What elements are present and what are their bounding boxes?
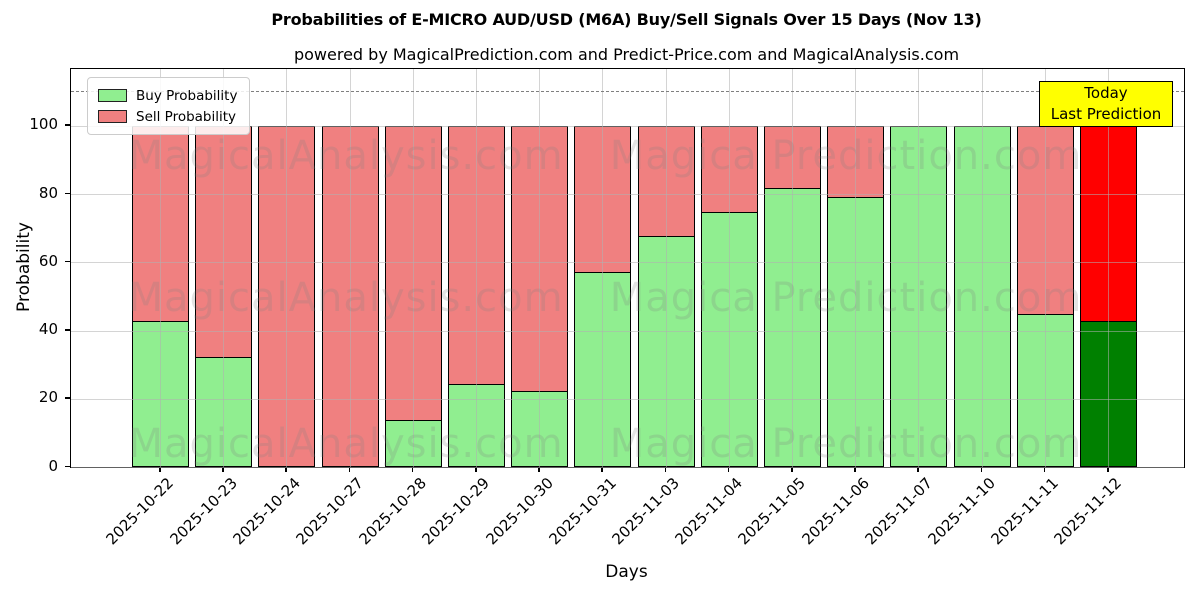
legend: Buy Probability Sell Probability: [87, 77, 251, 135]
bar-group: [258, 125, 316, 467]
gridline-y-0: [71, 467, 1184, 468]
bar-group: [1016, 125, 1074, 467]
y-tick-label: 20: [38, 388, 58, 407]
bar-segment-sell: [195, 125, 253, 358]
x-tick-label: 2025-11-12: [1050, 474, 1126, 549]
today-annotation: Today Last Prediction: [1039, 81, 1173, 127]
y-tick-label: 40: [38, 320, 58, 339]
today-annotation-line1: Today: [1084, 84, 1128, 102]
bar-segment-buy: [827, 197, 885, 467]
y-tick-label: 100: [29, 115, 58, 134]
x-tick-label: 2025-10-22: [102, 474, 178, 549]
bar-group: [827, 125, 885, 467]
plot-area: MagicalAnalysis.com Magica Prediction.com…: [70, 68, 1185, 468]
bar-group: [637, 125, 695, 467]
bar-group: [511, 125, 569, 467]
sell-swatch-icon: [98, 110, 127, 123]
bar-segment-buy: [890, 125, 948, 467]
bar-group: [764, 125, 821, 467]
x-tick-label: 2025-11-06: [798, 474, 873, 549]
legend-label-sell: Sell Probability: [136, 108, 237, 125]
y-axis-label: Probability: [14, 222, 34, 312]
chart-subtitle: powered by MagicalPrediction.com and Pre…: [293, 45, 960, 64]
x-tick-label: 2025-11-11: [987, 474, 1063, 549]
today-annotation-line2: Last Prediction: [1050, 105, 1162, 123]
legend-item-sell: Sell Probability: [98, 106, 237, 127]
x-tick-label: 2025-10-28: [355, 474, 431, 549]
x-axis-label: Days: [605, 562, 648, 582]
x-tick-label: 2025-11-07: [861, 474, 936, 549]
bar-segment-sell: [384, 125, 442, 421]
bar-segment-sell: [258, 125, 316, 467]
bar-group: [1080, 125, 1137, 467]
bar-group: [321, 125, 379, 467]
bar-segment-buy: [384, 420, 442, 467]
bar-segment-sell: [1080, 125, 1137, 323]
bar-segment-sell: [827, 125, 885, 198]
bar-segment-buy: [953, 125, 1011, 467]
bar-segment-sell: [132, 125, 189, 323]
bar-group: [384, 125, 442, 467]
x-tick-label: 2025-11-04: [671, 474, 747, 549]
bar-segment-buy: [574, 272, 632, 467]
bar-group: [953, 125, 1011, 467]
bar-group: [700, 125, 758, 467]
x-tick-label: 2025-11-03: [608, 474, 683, 549]
bar-segment-sell: [764, 125, 821, 190]
chart-title: Probabilities of E-MICRO AUD/USD (M6A) B…: [271, 10, 982, 29]
dashed-threshold-line: [71, 90, 1184, 92]
x-tick-label: 2025-11-05: [734, 474, 810, 549]
bar-segment-buy: [700, 212, 758, 467]
bar-segment-buy: [1080, 322, 1137, 467]
bar-segment-sell: [511, 125, 569, 392]
y-tick-label: 80: [38, 183, 58, 202]
legend-label-buy: Buy Probability: [136, 87, 238, 104]
bar-segment-buy: [511, 391, 569, 467]
buy-swatch-icon: [98, 89, 127, 102]
bar-group: [890, 125, 948, 467]
legend-item-buy: Buy Probability: [98, 85, 237, 106]
x-tick-label: 2025-10-31: [545, 474, 620, 549]
bar-segment-buy: [1016, 315, 1074, 467]
x-tick-label: 2025-10-23: [166, 474, 241, 549]
bar-segment-buy: [764, 189, 821, 467]
x-tick-label: 2025-10-30: [482, 474, 557, 549]
bar-segment-sell: [448, 125, 505, 386]
bar-group: [132, 125, 189, 467]
x-tick-label: 2025-10-27: [292, 474, 367, 549]
x-tick-label: 2025-11-10: [924, 474, 999, 549]
bar-segment-sell: [1016, 125, 1074, 316]
bar-group: [195, 125, 253, 467]
bar-segment-sell: [574, 125, 632, 273]
x-tick-label: 2025-10-29: [418, 474, 494, 549]
y-tick-label: 0: [48, 456, 58, 475]
bar-segment-buy: [195, 357, 253, 467]
bar-segment-sell: [637, 125, 695, 237]
bar-segment-buy: [132, 322, 189, 467]
bar-segment-buy: [448, 385, 505, 467]
bar-group: [574, 125, 632, 467]
bar-segment-sell: [321, 125, 379, 467]
bar-group: [448, 125, 505, 467]
bar-segment-sell: [700, 125, 758, 213]
x-tick-label: 2025-10-24: [229, 474, 304, 549]
bar-segment-buy: [637, 236, 695, 467]
